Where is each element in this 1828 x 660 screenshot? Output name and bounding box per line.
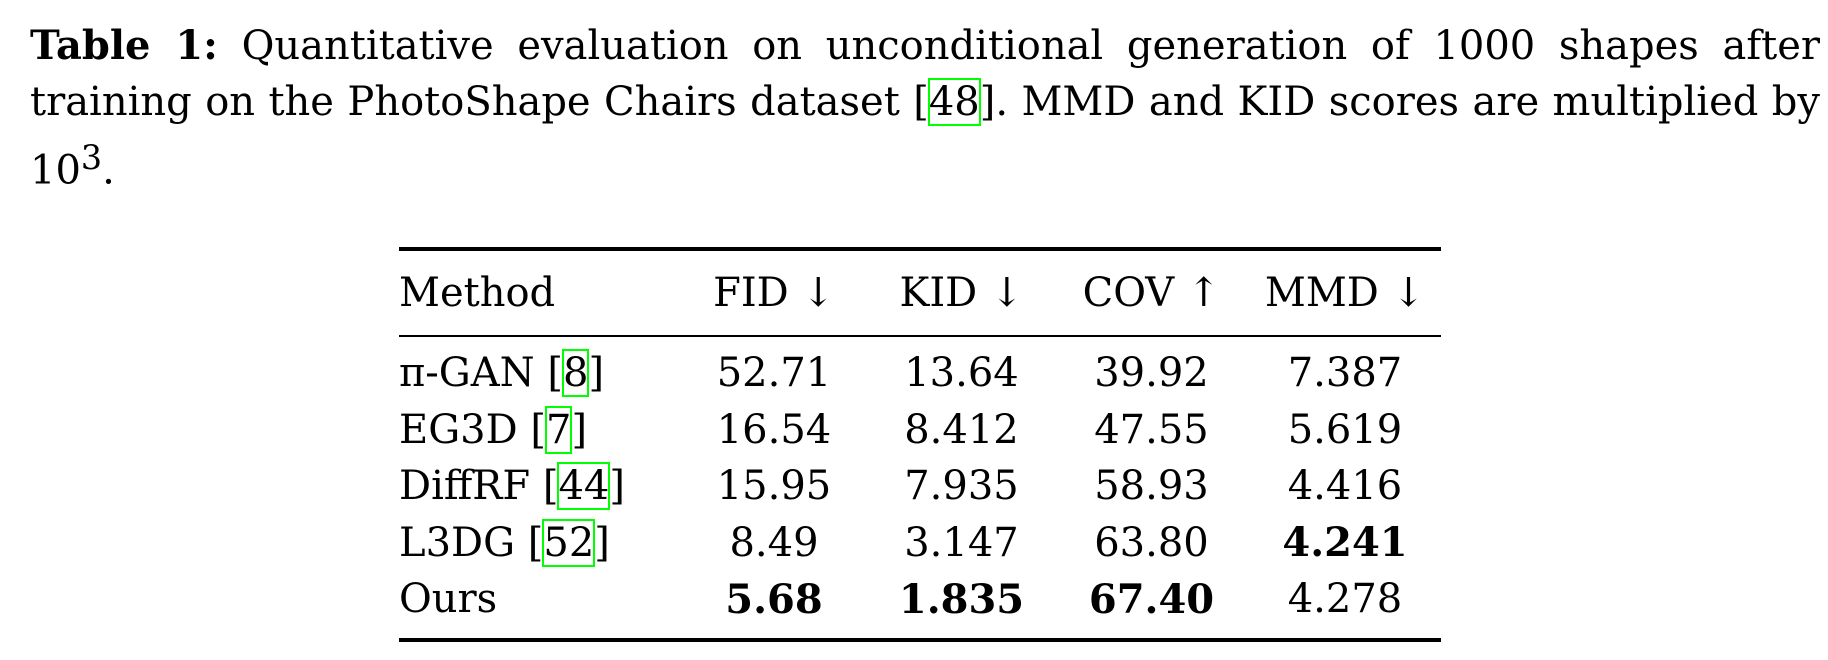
results-table: Method FID ↓ KID ↓ COV ↑ MMD ↓ π-GAN [8]…	[399, 247, 1441, 642]
kid-cell-best: 1.835	[898, 575, 1025, 623]
header-cov: COV ↑	[1082, 270, 1221, 316]
method-cell: DiffRF [44]	[399, 462, 625, 511]
cov-cell: 58.93	[1094, 463, 1209, 510]
caption-text-part2: ]. MMD and KID scores are multiplied by …	[30, 79, 1820, 194]
table-mid-rule	[399, 335, 1441, 337]
table-row: DiffRF [44] 15.95 7.935 58.93 4.416	[399, 458, 1441, 515]
method-name: L3DG	[399, 519, 516, 566]
cov-cell: 47.55	[1094, 406, 1209, 453]
method-cell: π-GAN [8]	[399, 349, 605, 398]
caption-citation-link[interactable]: 48	[927, 78, 981, 126]
header-mmd: MMD ↓	[1264, 270, 1426, 316]
mmd-cell: 4.416	[1287, 463, 1403, 510]
cov-cell: 63.80	[1094, 519, 1209, 566]
method-cell: Ours	[399, 571, 679, 628]
header-method: Method	[399, 270, 556, 316]
table-row: L3DG [52] 8.49 3.147 63.80 4.241	[399, 515, 1441, 572]
table-bottom-rule	[399, 637, 1441, 642]
cov-cell: 39.92	[1094, 350, 1209, 397]
mmd-cell-best: 4.241	[1282, 519, 1408, 567]
citation-link[interactable]: 52	[542, 518, 596, 567]
cov-cell-best: 67.40	[1088, 575, 1215, 623]
table-row: EG3D [7] 16.54 8.412 47.55 5.619	[399, 402, 1441, 459]
fid-cell-best: 5.68	[725, 575, 823, 623]
kid-cell: 3.147	[904, 519, 1019, 566]
header-kid: KID ↓	[899, 270, 1024, 316]
fid-cell: 52.71	[716, 350, 832, 397]
fid-cell: 8.49	[729, 519, 819, 566]
caption-text-part1: Quantitative evaluation on unconditional…	[30, 23, 1821, 125]
caption-end: .	[102, 147, 115, 194]
kid-cell: 13.64	[904, 350, 1019, 397]
table-top-rule	[399, 247, 1441, 251]
table-caption: Table 1: Quantitative evaluation on unco…	[30, 18, 1820, 198]
fid-cell: 15.95	[716, 463, 832, 510]
kid-cell: 7.935	[904, 463, 1019, 510]
table-row: π-GAN [8] 52.71 13.64 39.92 7.387	[399, 345, 1441, 402]
mmd-cell: 4.278	[1287, 576, 1403, 623]
method-name: EG3D	[399, 406, 518, 453]
citation-link[interactable]: 8	[561, 349, 590, 398]
citation-link[interactable]: 7	[544, 405, 573, 454]
method-name: DiffRF	[399, 463, 531, 510]
method-name: Ours	[399, 576, 498, 623]
fid-cell: 16.54	[716, 406, 832, 453]
kid-cell: 8.412	[904, 406, 1019, 453]
header-row: Method FID ↓ KID ↓ COV ↑ MMD ↓	[399, 251, 1441, 335]
header-fid: FID ↓	[713, 270, 835, 316]
method-name: π-GAN	[399, 350, 535, 397]
table-body: π-GAN [8] 52.71 13.64 39.92 7.387 EG3D […	[399, 345, 1441, 628]
caption-exponent: 3	[80, 138, 103, 177]
citation-link[interactable]: 44	[557, 462, 611, 511]
method-cell: EG3D [7]	[399, 405, 588, 454]
table-row: Ours 5.68 1.835 67.40 4.278	[399, 571, 1441, 628]
mmd-cell: 7.387	[1287, 350, 1403, 397]
table-header: Method FID ↓ KID ↓ COV ↑ MMD ↓	[399, 251, 1441, 335]
mmd-cell: 5.619	[1287, 406, 1403, 453]
caption-label: Table 1:	[30, 22, 218, 69]
method-cell: L3DG [52]	[399, 518, 610, 567]
